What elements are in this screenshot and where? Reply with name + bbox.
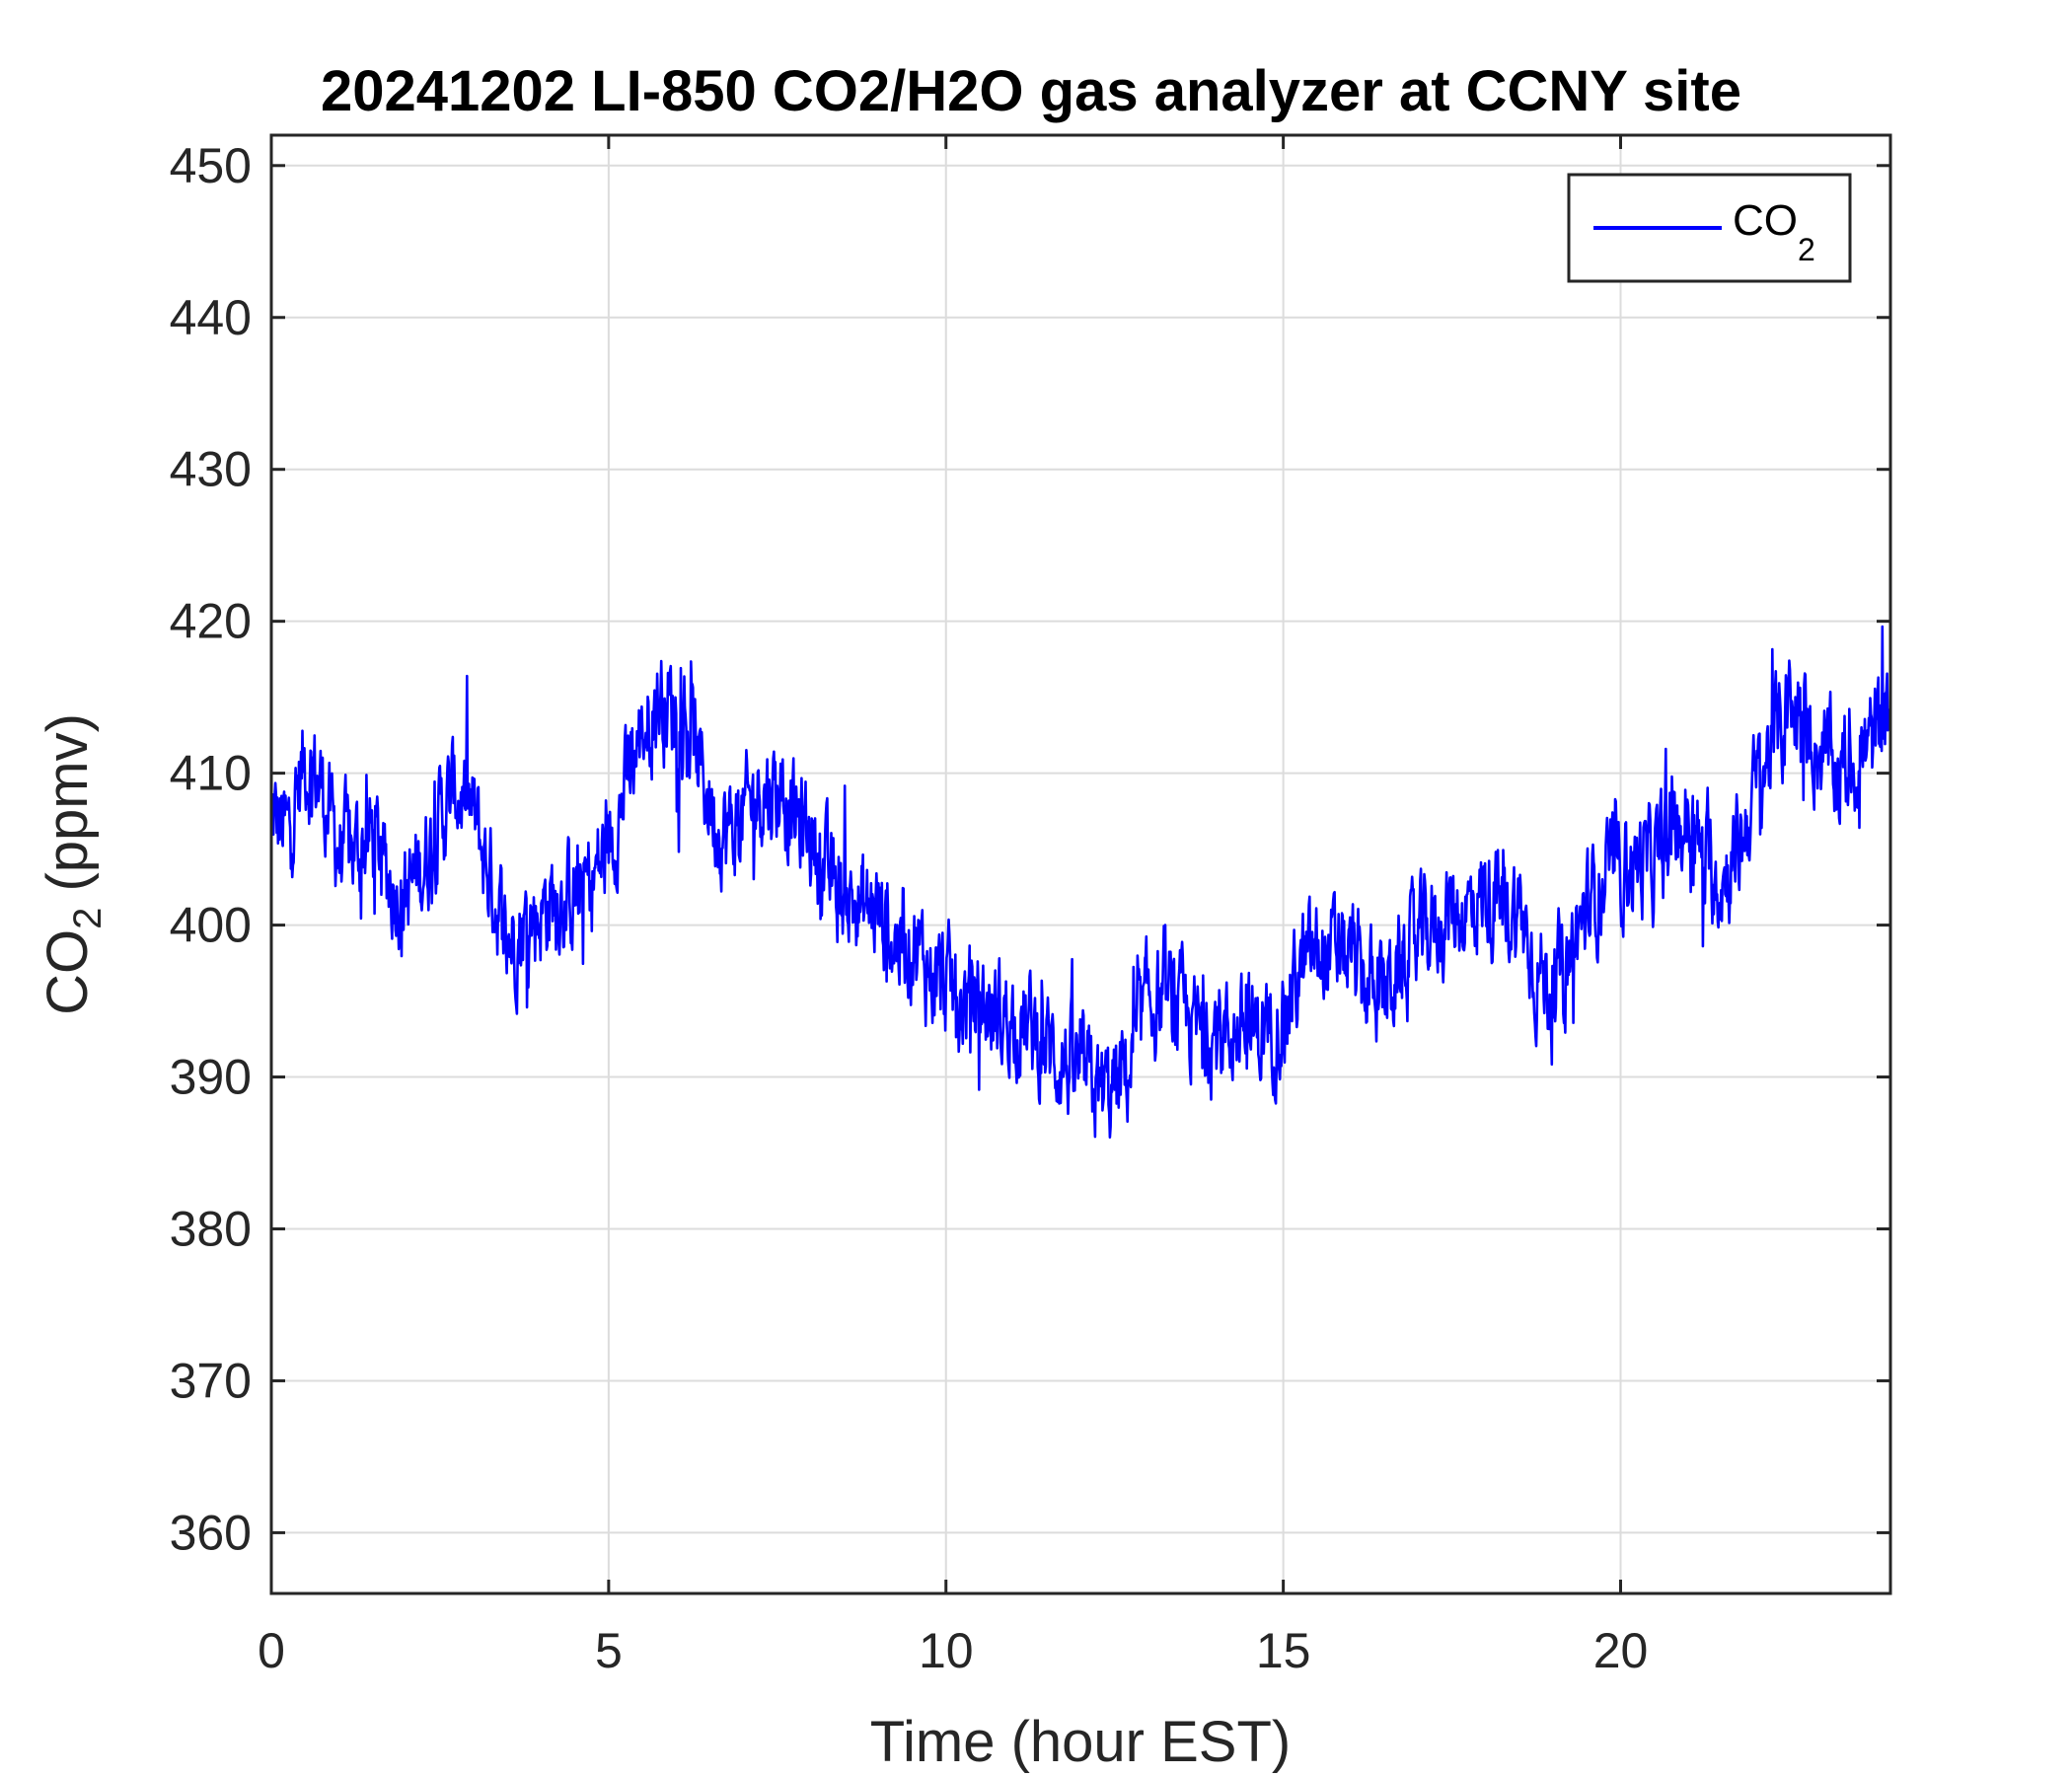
y-tick-label: 370 bbox=[170, 1353, 252, 1408]
y-tick-label: 410 bbox=[170, 746, 252, 801]
y-axis-label-main: CO bbox=[36, 929, 100, 1015]
y-axis-label: CO2 (ppmv) bbox=[36, 713, 110, 1015]
legend-label-main: CO bbox=[1733, 196, 1798, 245]
x-axis-label: Time (hour EST) bbox=[870, 1710, 1291, 1774]
x-tick-label: 20 bbox=[1593, 1623, 1649, 1678]
axis-ticks bbox=[269, 135, 1890, 1593]
co2-series-line bbox=[269, 625, 1892, 1139]
x-tick-label: 0 bbox=[258, 1623, 285, 1678]
y-tick-label: 450 bbox=[170, 138, 252, 193]
x-tick-label: 5 bbox=[595, 1623, 623, 1678]
y-tick-label: 420 bbox=[170, 594, 252, 649]
x-tick-labels: 0 5 10 15 20 bbox=[258, 1623, 1648, 1678]
y-tick-label: 400 bbox=[170, 898, 252, 953]
chart-title: 20241202 LI-850 CO2/H2O gas analyzer at … bbox=[321, 59, 1741, 123]
co2-line bbox=[269, 625, 1892, 1139]
x-tick-label: 15 bbox=[1256, 1623, 1311, 1678]
y-tick-label: 380 bbox=[170, 1202, 252, 1257]
y-axis-label-subscript: 2 bbox=[66, 908, 110, 929]
y-tick-label: 390 bbox=[170, 1050, 252, 1105]
y-axis-label-units: (ppmv) bbox=[36, 713, 100, 908]
y-tick-label: 360 bbox=[170, 1505, 252, 1560]
grid-lines bbox=[271, 135, 1890, 1593]
plot-frame bbox=[269, 133, 1892, 1595]
y-tick-label: 440 bbox=[170, 290, 252, 345]
x-tick-label: 10 bbox=[919, 1623, 974, 1678]
y-tick-labels: 360 370 380 390 400 410 420 430 440 450 bbox=[170, 138, 252, 1561]
legend-label: CO2 bbox=[1733, 196, 1815, 267]
legend: CO2 bbox=[1567, 173, 1852, 283]
legend-label-subscript: 2 bbox=[1798, 232, 1815, 267]
y-tick-label: 430 bbox=[170, 442, 252, 497]
